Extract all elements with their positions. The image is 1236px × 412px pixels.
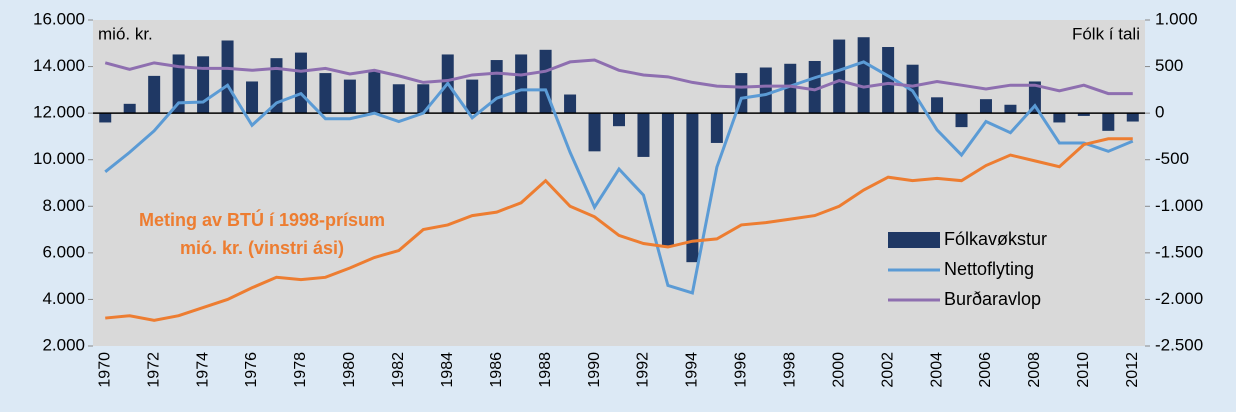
bar [148, 75, 161, 114]
bar [1028, 81, 1041, 114]
bar [417, 84, 430, 114]
legend-label: Burðaravlop [944, 289, 1041, 309]
bar [588, 113, 601, 152]
y-tick-label: 10.000 [33, 149, 85, 168]
y2-tick-label: 500 [1155, 56, 1183, 75]
bar [197, 56, 210, 114]
bar [661, 113, 674, 246]
x-tick-label: 1986 [488, 352, 505, 388]
x-tick-label: 1982 [390, 352, 407, 388]
y-tick-label: 14.000 [33, 56, 85, 75]
x-tick-label: 2012 [1124, 352, 1141, 388]
bar [1053, 113, 1066, 123]
x-tick-label: 2002 [879, 352, 896, 388]
bar [1102, 113, 1115, 131]
x-tick-label: 2010 [1075, 352, 1092, 388]
x-tick-label: 1998 [781, 352, 798, 388]
legend-label: Nettoflyting [944, 259, 1034, 279]
bar [294, 52, 307, 114]
bar [1077, 113, 1090, 116]
bar [1126, 113, 1139, 122]
x-tick-label: 1974 [194, 352, 211, 388]
bar [906, 64, 919, 114]
x-tick-label: 1976 [243, 352, 260, 388]
x-tick-label: 2006 [977, 352, 994, 388]
bar [270, 58, 283, 114]
x-tick-label: 1990 [586, 352, 603, 388]
line [104, 60, 1134, 295]
bar [123, 103, 136, 114]
y2-tick-label: -500 [1155, 149, 1189, 168]
y2-tick-label: -1.500 [1155, 242, 1203, 261]
y2-tick-label: -2.500 [1155, 335, 1203, 354]
x-tick-label: 2004 [928, 352, 945, 388]
y-tick-label: 6.000 [42, 242, 85, 261]
right-axis-unit: Fólk í tali [1072, 24, 1140, 43]
bar [808, 60, 821, 114]
x-tick-label: 1996 [733, 352, 750, 388]
y2-tick-label: -2.000 [1155, 289, 1203, 308]
bar [515, 54, 528, 114]
y-tick-label: 8.000 [42, 196, 85, 215]
bar [392, 84, 405, 114]
annotation: mió. kr. (vinstri ási) [180, 238, 344, 258]
annotation: Meting av BTÚ í 1998-prísum [139, 209, 385, 230]
bar [172, 54, 185, 114]
y-tick-label: 2.000 [42, 335, 85, 354]
x-tick-label: 1980 [341, 352, 358, 388]
bar [368, 71, 381, 114]
bar [955, 113, 968, 128]
x-tick-label: 1978 [292, 352, 309, 388]
bar [759, 67, 772, 114]
bar [686, 113, 699, 263]
left-axis-unit: mió. kr. [98, 24, 153, 43]
bar [979, 99, 992, 114]
y2-tick-label: 0 [1155, 103, 1164, 122]
y-tick-label: 16.000 [33, 9, 85, 28]
bar [221, 40, 234, 114]
bar [343, 79, 356, 114]
bar [637, 113, 650, 157]
bar [784, 63, 797, 114]
plot-area [93, 20, 1145, 346]
x-tick-label: 2000 [830, 352, 847, 388]
x-tick-label: 1984 [439, 352, 456, 388]
bar [246, 81, 259, 114]
bar [710, 113, 723, 143]
y2-tick-label: -1.000 [1155, 196, 1203, 215]
x-tick-label: 1992 [635, 352, 652, 388]
x-tick-label: 1988 [537, 352, 554, 388]
line [104, 58, 1133, 96]
bar [319, 73, 332, 114]
x-tick-label: 1994 [684, 352, 701, 388]
bar [99, 113, 112, 123]
legend-label: Fólkavøkstur [944, 229, 1047, 249]
legend-swatch [888, 232, 940, 248]
bar [1004, 104, 1017, 114]
x-tick-label: 2008 [1026, 352, 1043, 388]
bar [490, 60, 503, 114]
bar [613, 113, 625, 127]
bar [833, 39, 846, 114]
y2-tick-label: 1.000 [1155, 9, 1198, 28]
x-tick-label: 1970 [96, 352, 113, 388]
bar [466, 79, 479, 114]
bar [857, 37, 870, 114]
bar [882, 47, 895, 114]
line [105, 137, 1133, 322]
y-tick-label: 12.000 [33, 103, 85, 122]
y-tick-label: 4.000 [42, 289, 85, 308]
bar [564, 94, 577, 114]
x-tick-label: 1972 [145, 352, 162, 388]
bar [931, 97, 944, 114]
